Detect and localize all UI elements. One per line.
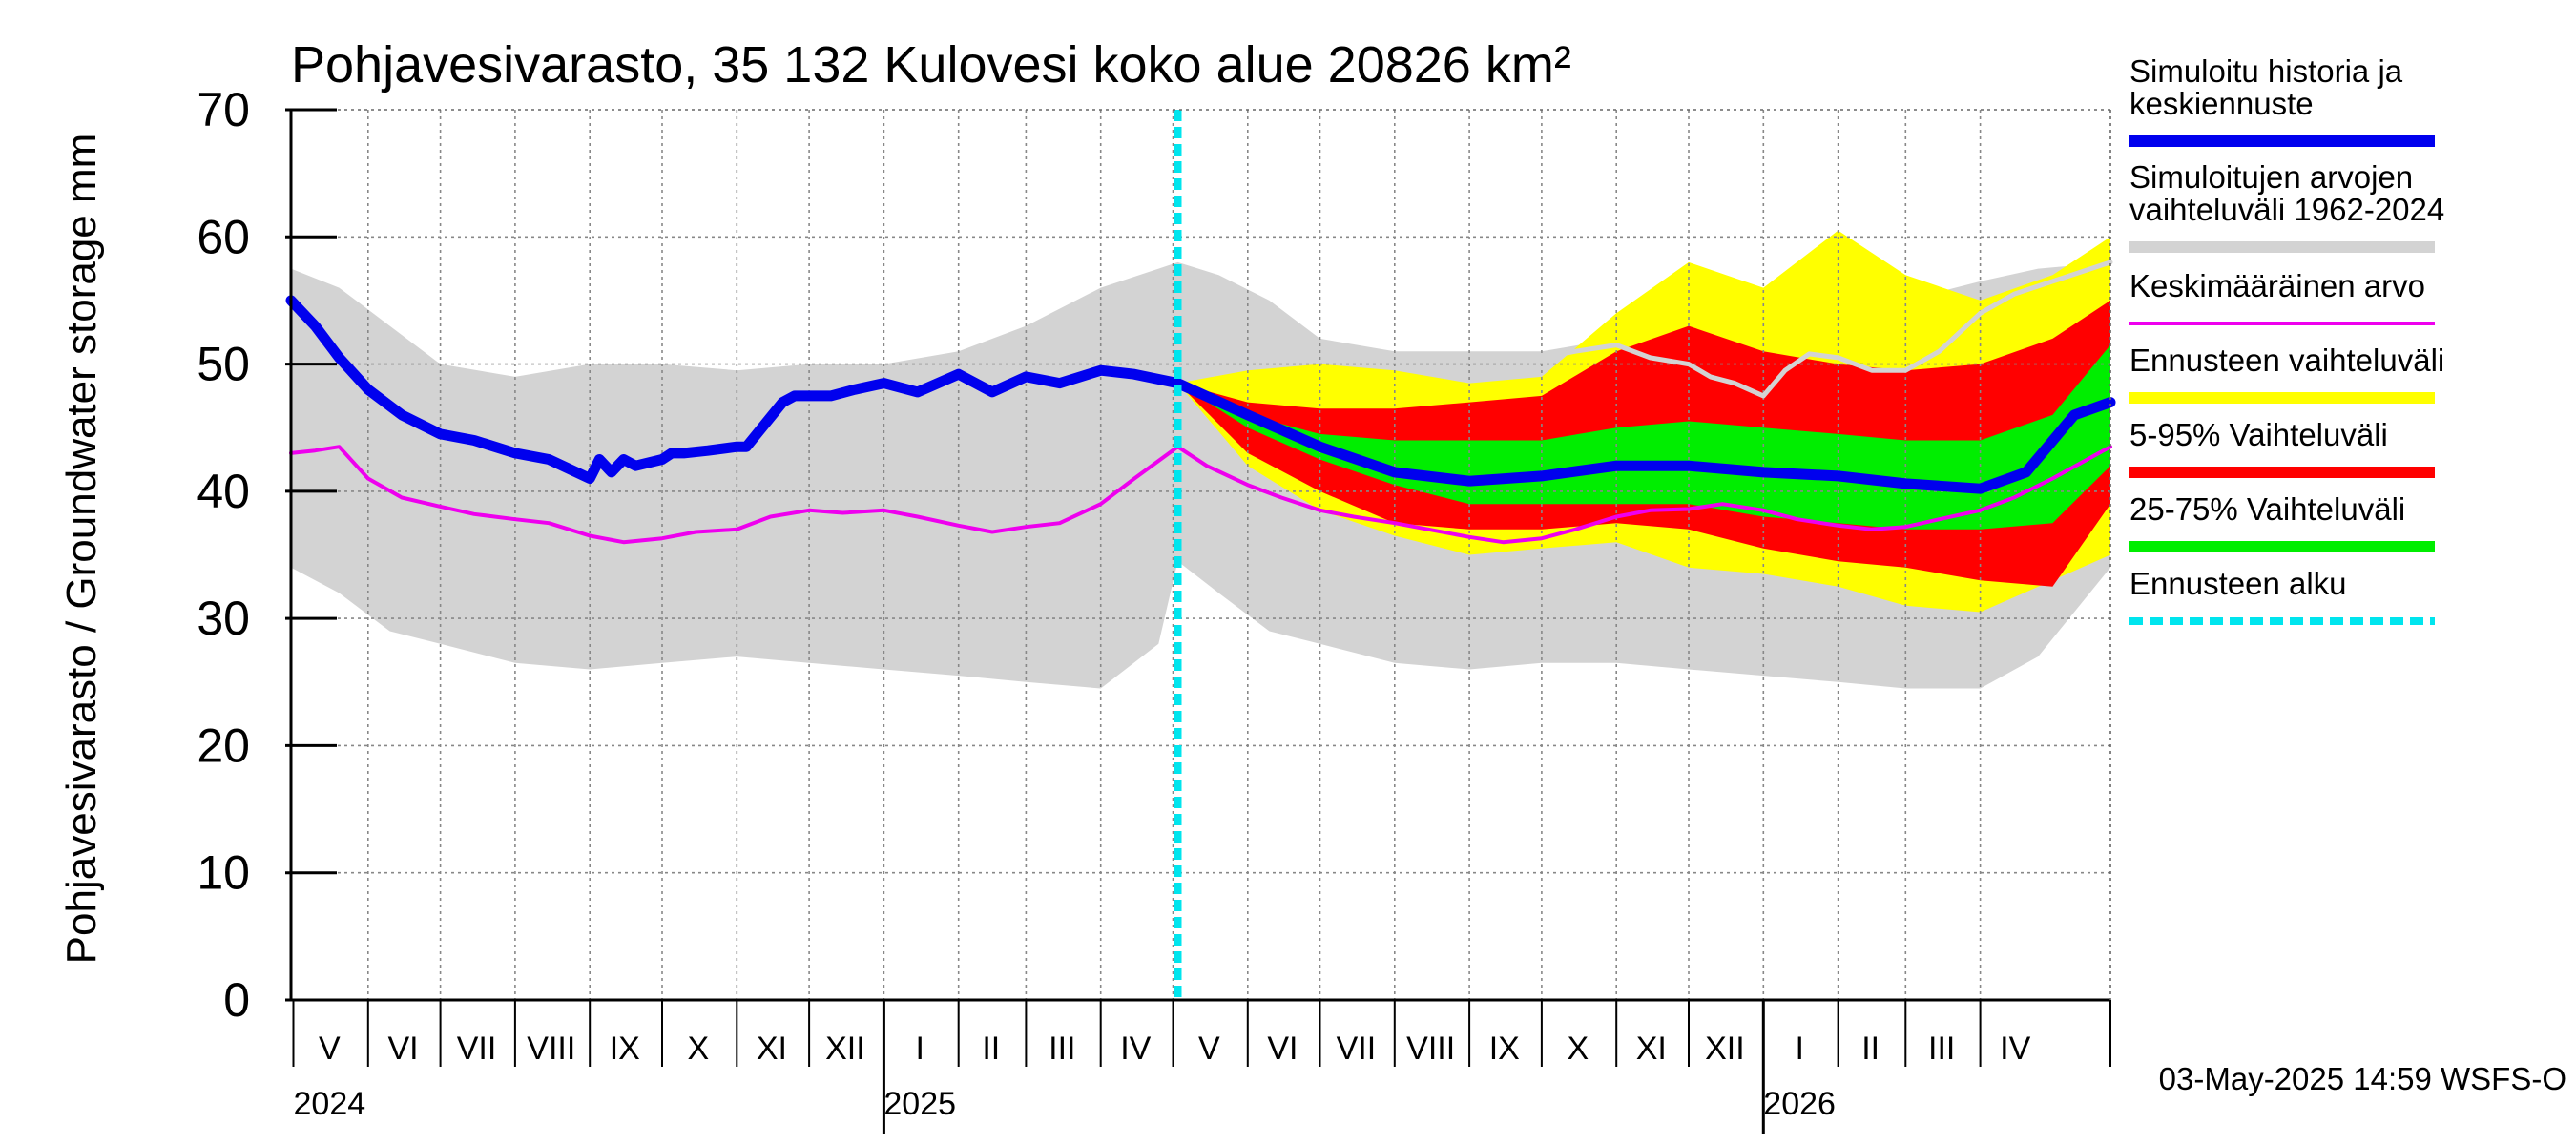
series-layer — [285, 110, 2116, 1002]
y-tick-label: 20 — [197, 718, 250, 772]
month-label: I — [915, 1030, 924, 1067]
legend-label-historical-range: Simuloitujen arvojen vaihteluväli 1962-20… — [2129, 159, 2444, 227]
month-label: V — [319, 1030, 341, 1067]
y-tick-label: 30 — [197, 592, 250, 645]
month-label: IX — [610, 1030, 640, 1067]
year-label: 2025 — [883, 1086, 956, 1122]
month-label: II — [982, 1030, 1000, 1067]
y-tick-label: 50 — [197, 338, 250, 391]
timestamp-footer: 03-May-2025 14:59 WSFS-O — [2159, 1061, 2566, 1096]
y-tick-label: 60 — [197, 210, 250, 263]
month-label: X — [1567, 1030, 1589, 1067]
month-label: X — [688, 1030, 710, 1067]
month-label: IV — [1120, 1030, 1151, 1067]
month-label: II — [1861, 1030, 1880, 1067]
legend: Simuloitu historia ja keskiennuste Simuloi… — [2129, 53, 2444, 625]
legend-label-range-5-95: 5-95% Vaihteluväli — [2129, 417, 2388, 452]
legend-label-mean: Keskimääräinen arvo — [2129, 268, 2425, 303]
month-label: III — [1928, 1030, 1955, 1067]
y-axis-label: Pohjavesivarasto / Groundwater storage m… — [58, 134, 105, 965]
month-label: XII — [825, 1030, 865, 1067]
month-label: IV — [2000, 1030, 2030, 1067]
month-label: VI — [387, 1030, 418, 1067]
series-simulated — [285, 295, 2116, 494]
year-label: 2026 — [1763, 1086, 1836, 1122]
series-median-forecast-light — [1539, 260, 2113, 399]
month-label: I — [1795, 1030, 1803, 1067]
month-label: III — [1049, 1030, 1075, 1067]
y-tick-label: 0 — [223, 973, 250, 1027]
y-tick-label: 10 — [197, 846, 250, 900]
legend-label-range-25-75: 25-75% Vaihteluväli — [2129, 491, 2405, 527]
legend-label-forecast-start: Ennusteen alku — [2129, 566, 2347, 601]
year-label: 2024 — [294, 1086, 366, 1122]
chart-title: Pohjavesivarasto, 35 132 Kulovesi koko a… — [291, 36, 1571, 94]
month-label: VII — [457, 1030, 497, 1067]
legend-label-simulated: Simuloitu historia ja keskiennuste — [2129, 53, 2403, 121]
month-label: V — [1198, 1030, 1220, 1067]
month-label: IX — [1489, 1030, 1520, 1067]
month-label: XI — [1636, 1030, 1667, 1067]
grid-layer — [291, 110, 2110, 1000]
month-label: XII — [1705, 1030, 1745, 1067]
legend-label-forecast-range: Ennusteen vaihteluväli — [2129, 343, 2444, 378]
month-label: VIII — [1406, 1030, 1455, 1067]
y-tick-label: 70 — [197, 83, 250, 136]
y-tick-label: 40 — [197, 465, 250, 518]
month-label: VI — [1267, 1030, 1298, 1067]
month-label: VIII — [527, 1030, 575, 1067]
month-label: VII — [1337, 1030, 1377, 1067]
month-label: XI — [757, 1030, 787, 1067]
